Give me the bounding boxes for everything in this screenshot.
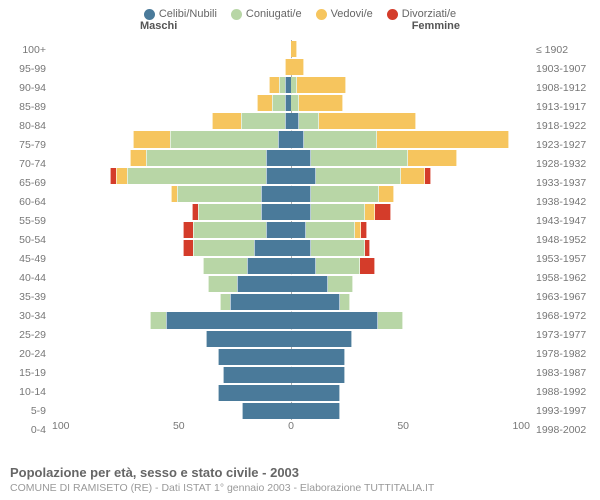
legend-item: Coniugati/e (231, 8, 302, 20)
female-bar (291, 150, 530, 166)
legend-item: Vedovi/e (316, 8, 373, 20)
female-bar (291, 276, 530, 292)
birth-year-labels: ≤ 19021903-19071908-19121913-19171918-19… (536, 40, 596, 440)
male-bar (52, 77, 291, 93)
male-bar (52, 95, 291, 111)
female-bar (291, 240, 530, 256)
female-bar (291, 59, 530, 75)
bar-row (52, 167, 530, 185)
bar-row (52, 257, 530, 275)
bar-row (52, 130, 530, 148)
plot-area (52, 40, 530, 420)
bar-row (52, 112, 530, 130)
bar-row (52, 275, 530, 293)
age-band-labels: 100+95-9990-9485-8980-8475-7970-7465-696… (6, 40, 46, 440)
male-bar (52, 331, 291, 347)
chart-footer: Popolazione per età, sesso e stato civil… (10, 465, 590, 494)
legend-label: Divorziati/e (402, 8, 456, 20)
male-bar (52, 131, 291, 147)
bar-row (52, 330, 530, 348)
female-bar (291, 312, 530, 328)
female-bar (291, 77, 530, 93)
female-bar (291, 186, 530, 202)
male-bar (52, 276, 291, 292)
column-headers: Maschi Femmine (0, 20, 600, 38)
female-bar (291, 95, 530, 111)
legend-swatch (387, 9, 398, 20)
male-bar (52, 222, 291, 238)
female-bar (291, 168, 530, 184)
male-bar (52, 258, 291, 274)
bar-rows (52, 40, 530, 420)
legend-label: Vedovi/e (331, 8, 373, 20)
legend-swatch (316, 9, 327, 20)
legend-item: Celibi/Nubili (144, 8, 217, 20)
bar-row (52, 185, 530, 203)
male-bar (52, 150, 291, 166)
bar-row (52, 239, 530, 257)
legend-swatch (144, 9, 155, 20)
male-bar (52, 403, 291, 419)
bar-row (52, 76, 530, 94)
bar-row (52, 203, 530, 221)
legend: Celibi/Nubili Coniugati/e Vedovi/e Divorzia… (0, 0, 600, 20)
bar-row (52, 40, 530, 58)
male-bar (52, 240, 291, 256)
male-bar (52, 367, 291, 383)
male-bar (52, 294, 291, 310)
female-bar (291, 294, 530, 310)
female-bar (291, 385, 530, 401)
female-bar (291, 131, 530, 147)
female-bar (291, 222, 530, 238)
footer-title: Popolazione per età, sesso e stato civil… (10, 465, 590, 480)
legend-label: Coniugati/e (246, 8, 302, 20)
legend-label: Celibi/Nubili (159, 8, 217, 20)
male-bar (52, 312, 291, 328)
male-bar (52, 186, 291, 202)
female-bar (291, 258, 530, 274)
female-header: Femmine (412, 20, 460, 32)
bar-row (52, 366, 530, 384)
bar-row (52, 58, 530, 76)
male-bar (52, 168, 291, 184)
female-bar (291, 331, 530, 347)
male-bar (52, 385, 291, 401)
male-bar (52, 41, 291, 57)
female-bar (291, 41, 530, 57)
female-bar (291, 204, 530, 220)
female-bar (291, 349, 530, 365)
bar-row (52, 311, 530, 329)
legend-item: Divorziati/e (387, 8, 456, 20)
bar-row (52, 402, 530, 420)
female-bar (291, 113, 530, 129)
bar-row (52, 94, 530, 112)
male-header: Maschi (140, 20, 177, 32)
male-bar (52, 349, 291, 365)
male-bar (52, 59, 291, 75)
female-bar (291, 367, 530, 383)
pyramid-chart: Fasce di età Anni di nascita 100+95-9990… (0, 40, 600, 440)
bar-row (52, 149, 530, 167)
male-bar (52, 204, 291, 220)
bar-row (52, 293, 530, 311)
footer-subtitle: COMUNE DI RAMISETO (RE) - Dati ISTAT 1° … (10, 482, 590, 494)
bar-row (52, 348, 530, 366)
male-bar (52, 113, 291, 129)
bar-row (52, 221, 530, 239)
bar-row (52, 384, 530, 402)
legend-swatch (231, 9, 242, 20)
x-axis-ticks: 10050050100 (52, 420, 530, 438)
female-bar (291, 403, 530, 419)
